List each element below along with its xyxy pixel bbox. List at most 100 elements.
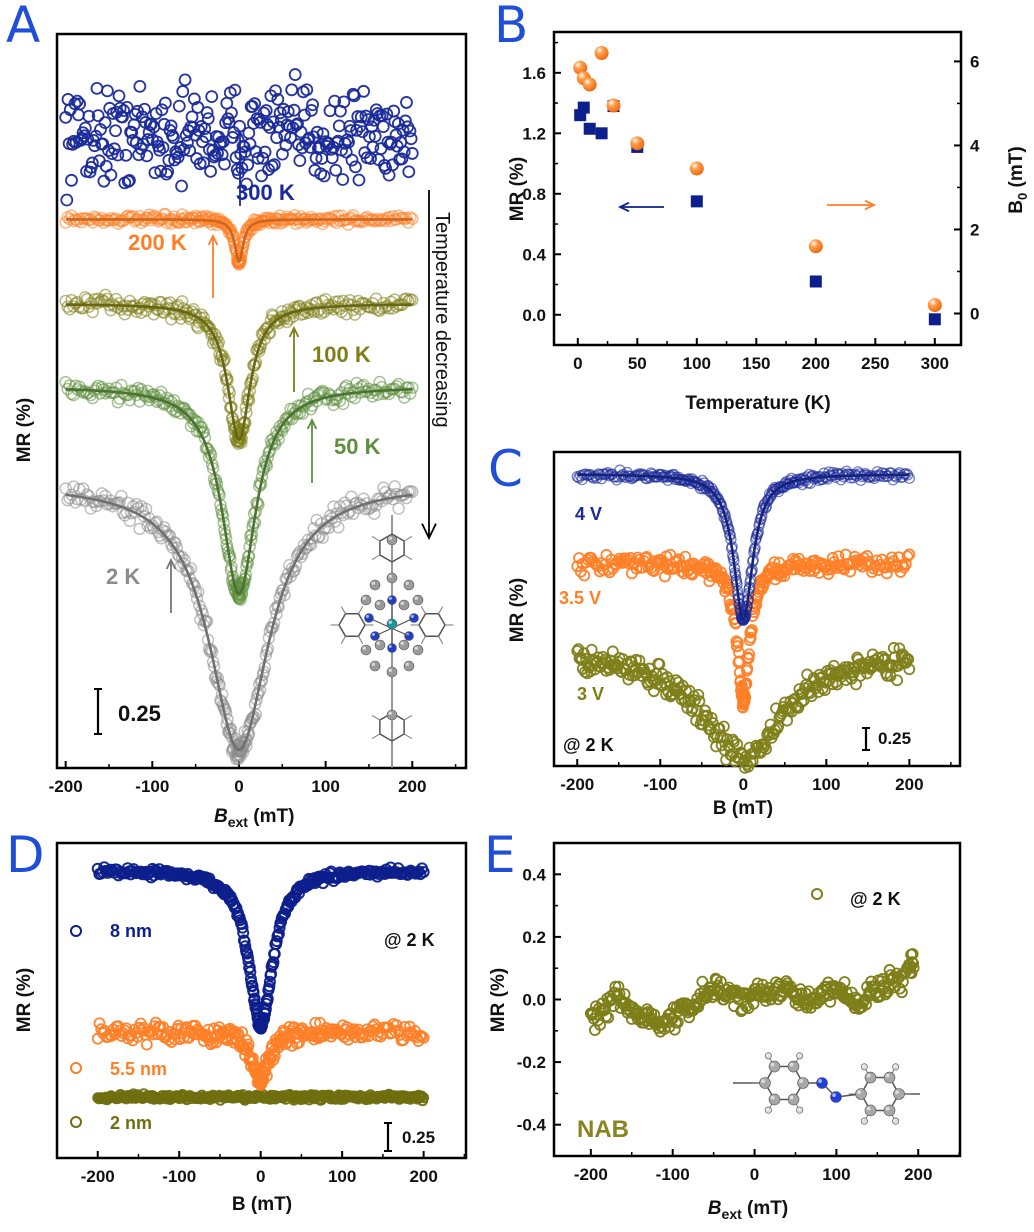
hydrogen-atom <box>764 1052 772 1060</box>
phenyl-top-h-bond <box>371 554 381 560</box>
data-point <box>618 988 631 1001</box>
y-tick-label-b: 0.0 <box>522 306 546 325</box>
phenyl-right-bond <box>437 624 446 637</box>
data-point <box>612 980 625 993</box>
data-point <box>258 145 272 159</box>
data-point <box>721 733 734 746</box>
data-point <box>746 624 758 636</box>
data-point <box>119 148 133 162</box>
y-axis-right-label-b: B0 (mT) <box>1006 146 1030 213</box>
data-point <box>208 148 222 162</box>
legend-marker-d <box>70 1116 82 1128</box>
x-tick-label-b: 200 <box>802 354 830 373</box>
label-50k: 50 K <box>334 434 381 459</box>
x-axis-label-e-main: B <box>708 1198 722 1219</box>
carbon-atom-highlight <box>885 1073 890 1078</box>
data-point <box>267 158 281 172</box>
carbon-atom-highlight <box>866 1073 871 1078</box>
plot-frame-b <box>552 30 963 347</box>
carbon-atom-highlight <box>371 662 375 666</box>
data-point <box>342 135 355 149</box>
hydrogen-atom <box>796 1052 804 1060</box>
data-point <box>376 120 390 133</box>
data-point <box>91 109 105 123</box>
data-point <box>72 108 85 122</box>
panel-label-a: A <box>6 0 40 54</box>
data-point <box>65 173 78 187</box>
data-point <box>81 132 95 146</box>
data-point <box>100 84 114 98</box>
carbon-atom <box>797 1077 809 1089</box>
x-tick-label-d: -200 <box>81 1167 115 1186</box>
data-point <box>153 143 166 157</box>
data-point <box>138 102 151 116</box>
carbon-atom-highlight <box>405 581 409 585</box>
data-point <box>190 592 204 605</box>
data-point <box>392 502 405 515</box>
data-point <box>901 550 914 563</box>
series-d-2-nm <box>92 1088 430 1107</box>
data-point <box>237 926 250 939</box>
data-point <box>403 124 417 138</box>
data-point <box>398 1021 411 1033</box>
nitrogen-atom-highlight <box>371 632 375 636</box>
series-c-3-v <box>571 642 916 774</box>
plot-frame-a <box>55 32 468 770</box>
data-point <box>215 148 229 162</box>
data-point <box>768 556 781 569</box>
data-point <box>256 1019 269 1032</box>
y-right-tick-label-b: 0 <box>970 304 979 323</box>
data-point <box>82 109 96 123</box>
data-point <box>261 1070 273 1082</box>
phenyl-left-bond <box>357 613 366 626</box>
data-point <box>361 113 375 127</box>
data-point-square <box>928 313 941 326</box>
carbon-atom <box>386 666 398 678</box>
carbon-atom-highlight <box>405 662 409 666</box>
data-point <box>73 97 86 111</box>
y-tick-label-e: -0.4 <box>517 1116 547 1135</box>
carbon-atom-highlight <box>789 1095 794 1100</box>
data-point <box>328 94 342 108</box>
data-point <box>245 100 259 113</box>
temperature-decreasing-label: Temperature decreasing <box>431 212 453 428</box>
carbon-atom-highlight <box>371 581 375 585</box>
series-d-5-5-nm <box>91 1016 430 1091</box>
plot-frame-c <box>552 450 962 768</box>
hydrogen-atom-highlight <box>797 1107 800 1111</box>
phenyl-top-h-bond <box>371 536 381 542</box>
legend-marker-e <box>811 888 823 900</box>
phenyl-left-bond <box>338 624 347 637</box>
y-right-tick-label-b: 4 <box>970 136 980 155</box>
data-point <box>90 81 104 95</box>
data-point <box>236 921 249 934</box>
panel-label-d: D <box>6 826 45 884</box>
series-e-nab <box>584 948 920 1038</box>
data-point <box>293 154 307 167</box>
x-tick-label-c: 100 <box>812 775 840 794</box>
x-tick-label-d: -100 <box>162 1167 196 1186</box>
x-tick-label-b: 250 <box>861 354 889 373</box>
y-axis-label-b: MR (%) <box>507 157 528 221</box>
data-point <box>247 986 260 999</box>
data-point-sphere <box>594 46 609 61</box>
carbon-atom-highlight <box>388 536 392 540</box>
data-point <box>177 1031 190 1044</box>
data-point <box>140 149 154 163</box>
label-8nm: 8 nm <box>110 921 152 941</box>
data-point <box>107 142 121 156</box>
x-tick-label-d: 0 <box>256 1167 265 1186</box>
data-point <box>606 645 619 658</box>
carbon-atom-highlight <box>895 1090 899 1094</box>
x-tick-label-c: 200 <box>895 775 923 794</box>
carbon-atom-highlight <box>799 1079 803 1083</box>
data-point <box>891 674 904 687</box>
phenyl-left-h-bond <box>358 636 364 644</box>
carbon-atom <box>893 1088 905 1100</box>
data-point-sphere <box>606 98 621 113</box>
y-axis-right-label-b-sub: 0 <box>1015 193 1030 200</box>
data-point <box>104 168 118 182</box>
data-point <box>903 548 916 561</box>
carbon-atom-highlight <box>770 1062 775 1067</box>
arrow-100k-head <box>288 325 300 338</box>
